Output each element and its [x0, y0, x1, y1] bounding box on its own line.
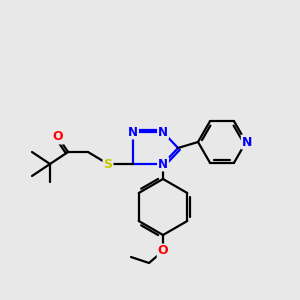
Text: N: N [242, 136, 252, 148]
Text: O: O [53, 130, 63, 143]
Text: N: N [158, 125, 168, 139]
Text: N: N [158, 158, 168, 170]
Text: N: N [128, 125, 138, 139]
Text: S: S [103, 158, 112, 170]
Text: O: O [158, 244, 168, 257]
